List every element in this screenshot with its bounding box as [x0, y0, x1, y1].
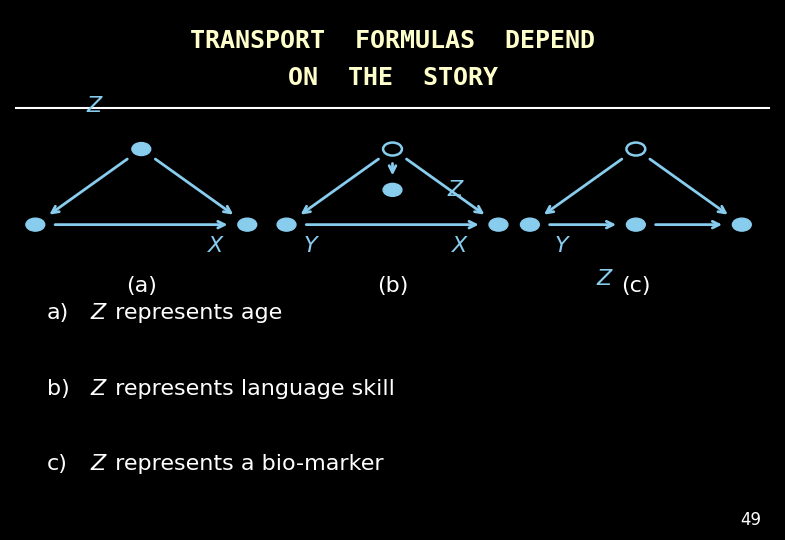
- Circle shape: [132, 143, 151, 156]
- Text: represents age: represents age: [108, 303, 283, 323]
- Circle shape: [626, 218, 645, 231]
- Text: X: X: [451, 236, 467, 256]
- Text: b): b): [47, 379, 70, 399]
- Text: Z: Z: [90, 454, 105, 475]
- Circle shape: [277, 218, 296, 231]
- Text: Z: Z: [90, 303, 105, 323]
- Text: (a): (a): [126, 276, 157, 296]
- Text: Y: Y: [303, 236, 317, 256]
- Circle shape: [489, 218, 508, 231]
- Text: 49: 49: [740, 511, 761, 529]
- Text: a): a): [47, 303, 69, 323]
- Text: (b): (b): [377, 276, 408, 296]
- Text: represents a bio-marker: represents a bio-marker: [108, 454, 384, 475]
- Text: ON  THE  STORY: ON THE STORY: [287, 66, 498, 90]
- Text: represents language skill: represents language skill: [108, 379, 395, 399]
- Circle shape: [732, 218, 751, 231]
- Text: Z: Z: [597, 268, 612, 289]
- Text: Y: Y: [554, 236, 568, 256]
- Circle shape: [383, 184, 402, 197]
- Text: (c): (c): [621, 276, 651, 296]
- Text: Z: Z: [447, 180, 463, 200]
- Circle shape: [26, 218, 45, 231]
- Text: X: X: [208, 236, 224, 256]
- Text: Z: Z: [86, 96, 102, 116]
- Text: TRANSPORT  FORMULAS  DEPEND: TRANSPORT FORMULAS DEPEND: [190, 29, 595, 52]
- Text: c): c): [47, 454, 68, 475]
- Circle shape: [238, 218, 257, 231]
- Circle shape: [520, 218, 539, 231]
- Text: Z: Z: [90, 379, 105, 399]
